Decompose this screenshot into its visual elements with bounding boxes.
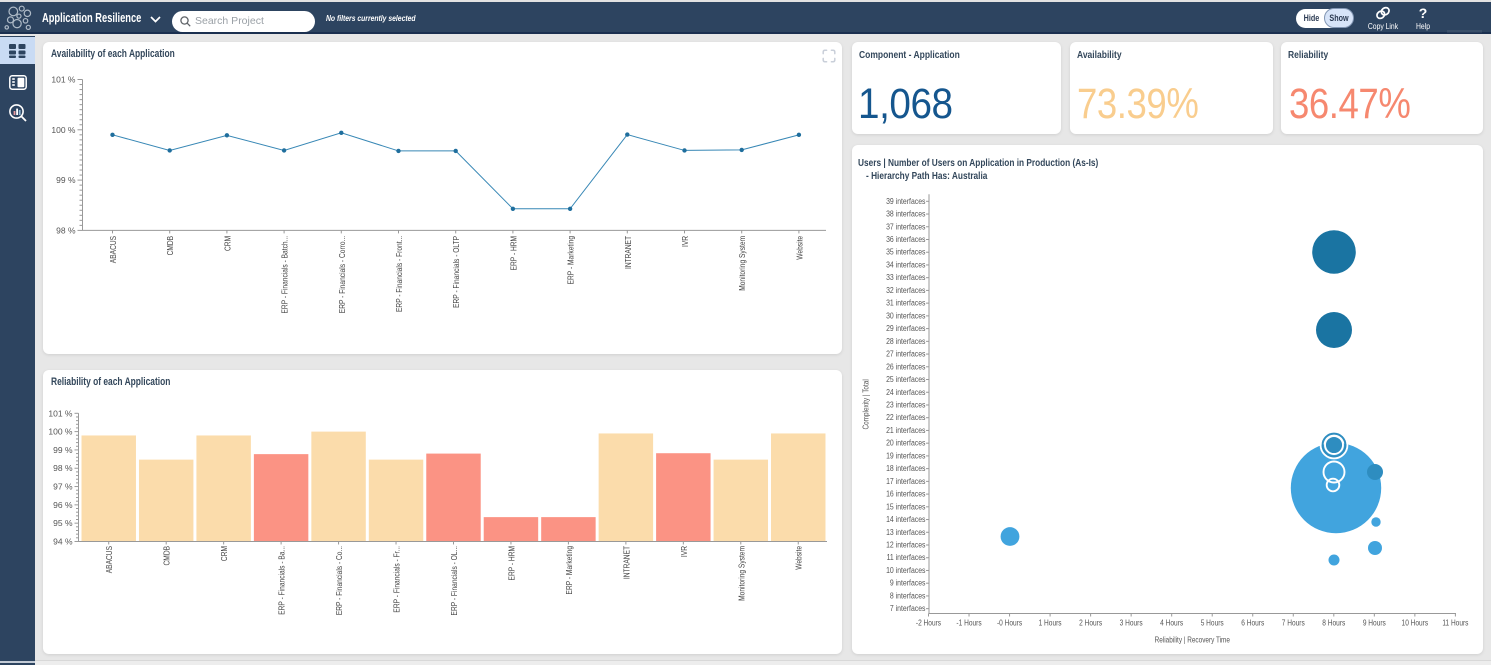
svg-text:25 interfaces: 25 interfaces <box>886 375 925 384</box>
svg-text:34 interfaces: 34 interfaces <box>886 260 925 269</box>
svg-text:13 interfaces: 13 interfaces <box>886 528 925 537</box>
svg-text:17 interfaces: 17 interfaces <box>886 477 925 486</box>
svg-text:ERP - Marketing: ERP - Marketing <box>566 236 576 285</box>
svg-text:8 interfaces: 8 interfaces <box>890 591 926 600</box>
svg-text:3 Hours: 3 Hours <box>1120 619 1143 628</box>
svg-text:20 interfaces: 20 interfaces <box>886 439 925 448</box>
svg-text:Monitoring System: Monitoring System <box>736 546 746 601</box>
svg-text:1 Hours: 1 Hours <box>1039 619 1062 628</box>
svg-text:2 Hours: 2 Hours <box>1079 619 1102 628</box>
svg-text:CMDB: CMDB <box>162 546 172 566</box>
svg-text:IVR: IVR <box>680 236 690 247</box>
svg-text:4 Hours: 4 Hours <box>1160 619 1183 628</box>
svg-text:35 interfaces: 35 interfaces <box>886 248 925 257</box>
svg-text:7 interfaces: 7 interfaces <box>890 604 926 613</box>
svg-text:ERP - Financials - OL...: ERP - Financials - OL... <box>449 546 459 616</box>
svg-text:ERP - Financials - OLTP: ERP - Financials - OLTP <box>451 236 461 308</box>
svg-text:98 %: 98 % <box>53 463 73 473</box>
svg-text:ERP - HRM: ERP - HRM <box>508 236 518 271</box>
svg-text:10 Hours: 10 Hours <box>1402 619 1429 628</box>
svg-text:-0 Hours: -0 Hours <box>997 619 1022 628</box>
svg-text:Complexity | Total: Complexity | Total <box>861 379 870 429</box>
svg-text:100 %: 100 % <box>51 125 76 135</box>
svg-text:37 interfaces: 37 interfaces <box>886 222 925 231</box>
svg-text:32 interfaces: 32 interfaces <box>886 286 925 295</box>
svg-text:21 interfaces: 21 interfaces <box>886 426 925 435</box>
svg-text:9 interfaces: 9 interfaces <box>890 579 926 588</box>
svg-text:14 interfaces: 14 interfaces <box>886 515 925 524</box>
svg-text:16 interfaces: 16 interfaces <box>886 490 925 499</box>
svg-text:Website: Website <box>794 546 804 570</box>
svg-text:33 interfaces: 33 interfaces <box>886 273 925 282</box>
svg-text:ERP - Financials - Corro...: ERP - Financials - Corro... <box>337 236 347 313</box>
svg-text:INTRANET: INTRANET <box>623 236 633 269</box>
svg-text:ERP - Financials - Ba...: ERP - Financials - Ba... <box>277 546 287 615</box>
svg-text:94 %: 94 % <box>53 536 73 546</box>
svg-text:-2 Hours: -2 Hours <box>916 619 941 628</box>
svg-text:18 interfaces: 18 interfaces <box>886 464 925 473</box>
svg-text:22 interfaces: 22 interfaces <box>886 413 925 422</box>
svg-text:CMDB: CMDB <box>165 236 175 256</box>
svg-text:100 %: 100 % <box>48 427 73 437</box>
svg-text:29 interfaces: 29 interfaces <box>886 324 925 333</box>
svg-text:11 Hours: 11 Hours <box>1442 619 1468 628</box>
svg-text:Reliability | Recovery Time: Reliability | Recovery Time <box>1155 636 1231 645</box>
svg-text:CRM: CRM <box>222 236 232 251</box>
svg-text:ERP - HRM: ERP - HRM <box>506 546 516 581</box>
svg-text:ERP - Financials - Fr...: ERP - Financials - Fr... <box>392 546 402 613</box>
svg-text:7 Hours: 7 Hours <box>1282 619 1305 628</box>
svg-text:6 Hours: 6 Hours <box>1241 619 1264 628</box>
svg-text:38 interfaces: 38 interfaces <box>886 210 925 219</box>
svg-text:8 Hours: 8 Hours <box>1322 619 1345 628</box>
svg-text:97 %: 97 % <box>53 482 73 492</box>
svg-text:99 %: 99 % <box>53 445 73 455</box>
svg-text:ERP - Financials - Batch...: ERP - Financials - Batch... <box>280 236 290 314</box>
svg-text:36 interfaces: 36 interfaces <box>886 235 925 244</box>
svg-text:98 %: 98 % <box>56 225 76 235</box>
svg-text:Website: Website <box>794 236 804 260</box>
svg-text:11 interfaces: 11 interfaces <box>887 553 926 562</box>
svg-text:9 Hours: 9 Hours <box>1363 619 1386 628</box>
svg-text:28 interfaces: 28 interfaces <box>886 337 925 346</box>
svg-text:INTRANET: INTRANET <box>621 546 631 579</box>
svg-text:101 %: 101 % <box>48 408 73 418</box>
svg-text:39 interfaces: 39 interfaces <box>886 197 925 206</box>
svg-text:ABACUS: ABACUS <box>108 236 118 264</box>
svg-text:12 interfaces: 12 interfaces <box>886 541 925 550</box>
svg-text:10 interfaces: 10 interfaces <box>886 566 925 575</box>
svg-text:30 interfaces: 30 interfaces <box>886 311 925 320</box>
svg-text:ERP - Financials - Co...: ERP - Financials - Co... <box>334 546 344 615</box>
svg-text:Monitoring System: Monitoring System <box>737 236 747 291</box>
svg-text:95 %: 95 % <box>53 518 73 528</box>
svg-text:26 interfaces: 26 interfaces <box>886 362 925 371</box>
svg-text:24 interfaces: 24 interfaces <box>886 388 925 397</box>
svg-text:ERP - Financials - Front...: ERP - Financials - Front... <box>394 236 404 312</box>
svg-text:ERP - Marketing: ERP - Marketing <box>564 546 574 595</box>
svg-text:IVR: IVR <box>679 546 689 557</box>
svg-text:27 interfaces: 27 interfaces <box>886 350 925 359</box>
svg-text:ABACUS: ABACUS <box>104 546 114 574</box>
svg-text:19 interfaces: 19 interfaces <box>886 451 925 460</box>
svg-text:23 interfaces: 23 interfaces <box>886 400 925 409</box>
svg-text:101 %: 101 % <box>51 75 76 85</box>
svg-text:15 interfaces: 15 interfaces <box>886 502 925 511</box>
svg-text:CRM: CRM <box>219 546 229 561</box>
svg-text:96 %: 96 % <box>53 500 73 510</box>
svg-text:99 %: 99 % <box>56 175 76 185</box>
svg-text:-1 Hours: -1 Hours <box>956 619 981 628</box>
svg-text:5 Hours: 5 Hours <box>1201 619 1224 628</box>
svg-text:31 interfaces: 31 interfaces <box>886 299 925 308</box>
